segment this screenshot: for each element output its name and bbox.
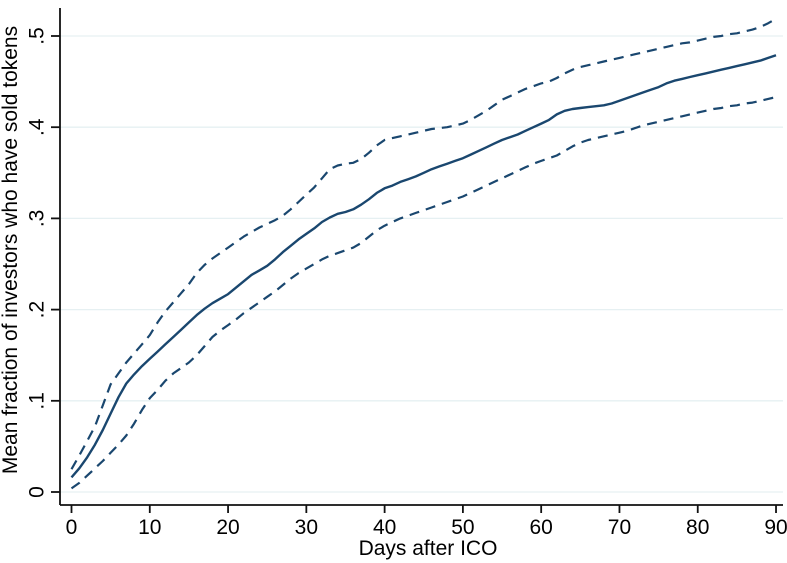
x-tick-label: 20: [216, 516, 239, 539]
axes: 0 .1 .2 .3 .4 .5 0 10 20 30 40 50 60 70 80 90: [26, 8, 787, 539]
x-tick-label: 80: [686, 516, 709, 539]
y-tick-label: .3: [26, 210, 49, 228]
y-tick-label: .5: [26, 27, 49, 45]
y-tick-label: .1: [26, 392, 49, 410]
x-tick-label: 40: [373, 516, 396, 539]
x-tick-label: 70: [608, 516, 631, 539]
gridlines: [60, 35, 783, 493]
y-tick-label: .4: [26, 118, 49, 136]
x-tick-label: 90: [764, 516, 787, 539]
y-tick-label: 0: [26, 486, 49, 498]
data-series: [70, 17, 777, 490]
x-tick-label: 0: [66, 516, 78, 539]
x-tick-label: 50: [451, 516, 474, 539]
x-axis-title: Days after ICO: [359, 537, 498, 560]
x-tick-label: 60: [530, 516, 553, 539]
y-axis-title: Mean fraction of investors who have sold…: [0, 26, 22, 474]
lower-confidence-band-line: [70, 96, 777, 490]
x-tick-label: 10: [138, 516, 161, 539]
upper-confidence-band-line: [70, 17, 777, 470]
y-tick-label: .2: [26, 301, 49, 319]
mean-line: [70, 54, 777, 479]
x-tick-label: 30: [295, 516, 318, 539]
